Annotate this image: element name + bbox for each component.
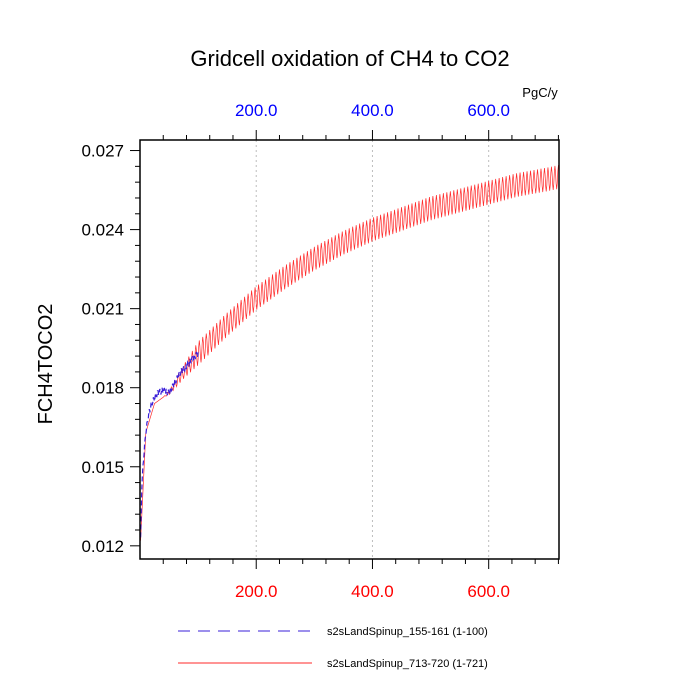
x-tick-label-bottom-0: 200.0 [235, 582, 278, 601]
y-tick-label-2: 0.018 [81, 379, 124, 398]
legend-label-series1: s2sLandSpinup_155-161 (1-100) [327, 626, 488, 638]
plot-frame [139, 139, 560, 560]
y-tick-label-3: 0.021 [81, 300, 124, 319]
top-axis-units: PgC/y [522, 85, 558, 100]
y-axis-label: FCH4TOCO2 [35, 304, 57, 425]
chart-title: Gridcell oxidation of CH4 to CO2 [190, 46, 509, 71]
series-line-s2sLandSpinup_713-720 [140, 165, 560, 541]
axis-ticks [130, 130, 559, 569]
x-tick-label-top-0: 200.0 [235, 101, 278, 120]
x-tick-label-top-1: 400.0 [351, 101, 394, 120]
legend-label-series2: s2sLandSpinup_713-720 (1-721) [327, 658, 488, 670]
gridlines [255, 140, 490, 559]
series-line-s2sLandSpinup_155-161 [139, 351, 199, 538]
x-tick-label-top-2: 600.0 [467, 101, 510, 120]
y-tick-label-1: 0.015 [81, 458, 124, 477]
y-tick-label-4: 0.024 [81, 221, 124, 240]
tick-labels: 0.012 0.015 0.018 0.021 0.024 0.027 200.0 200.0… [81, 101, 510, 601]
y-tick-label-0: 0.012 [81, 537, 124, 556]
legend: s2sLandSpinup_155-161 (1-100) s2sLandSpi… [178, 626, 488, 670]
x-tick-label-bottom-2: 600.0 [467, 582, 510, 601]
x-tick-label-bottom-1: 400.0 [351, 582, 394, 601]
y-tick-label-5: 0.027 [81, 142, 124, 161]
plot-area [139, 165, 560, 541]
